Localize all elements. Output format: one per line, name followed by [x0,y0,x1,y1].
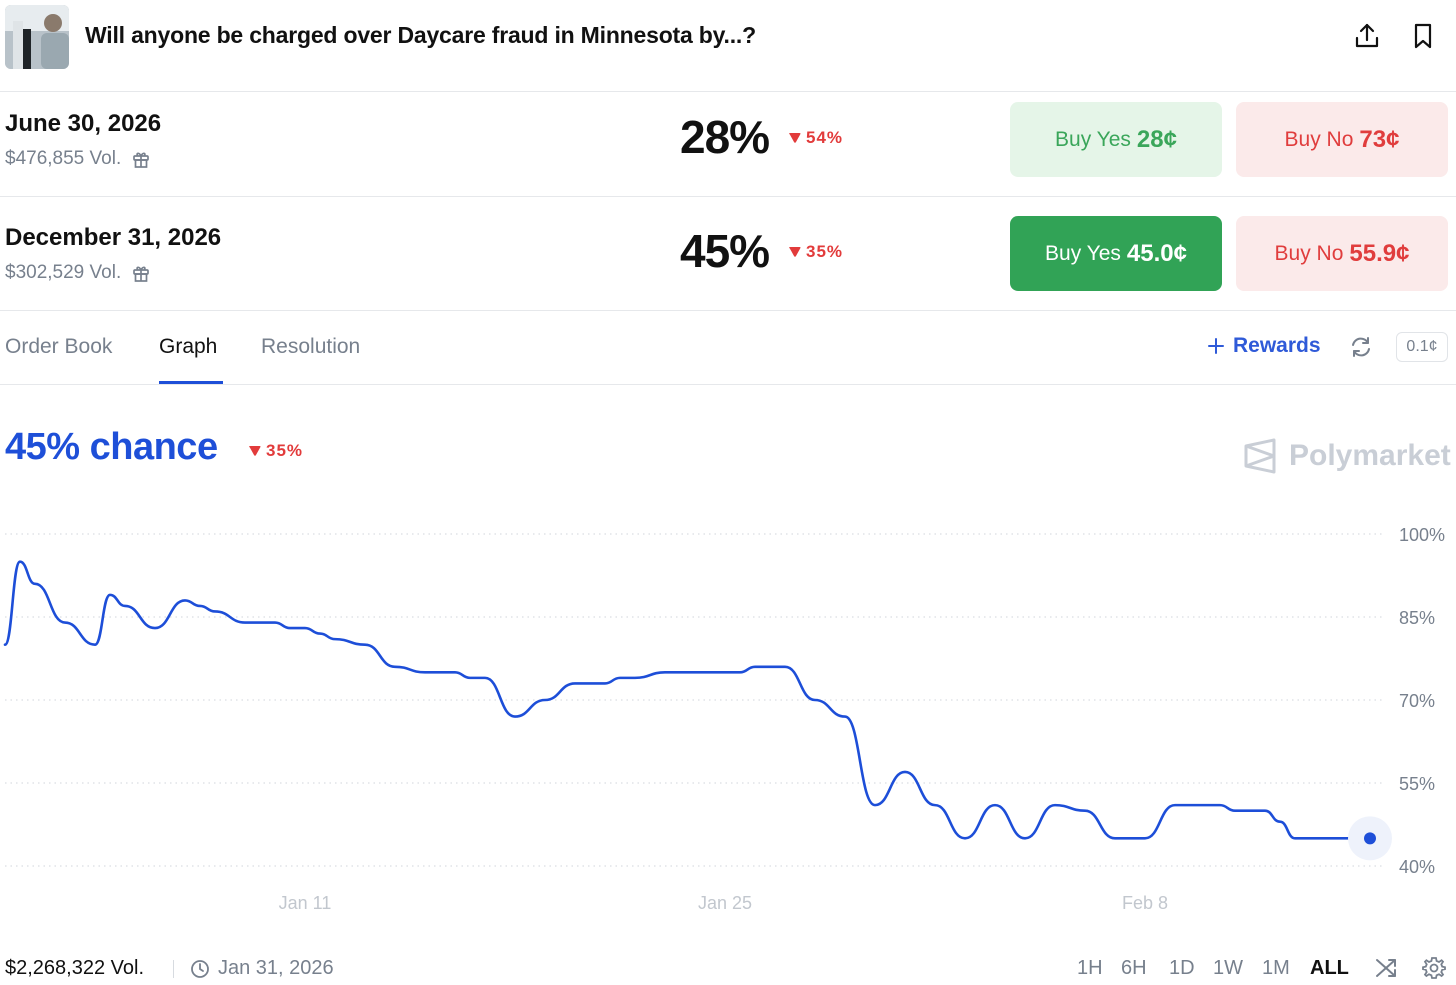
active-tab-indicator [159,381,223,384]
market-title: Will anyone be charged over Daycare frau… [85,22,756,48]
y-tick-label: 85% [1399,608,1435,628]
buy-no-price: 73¢ [1359,125,1400,153]
chart-footer: $2,268,322 Vol. Jan 31, 2026 1H 6H 1D 1W… [0,945,1456,985]
market-volume-text: $302,529 Vol. [5,262,122,283]
buy-no-price: 55.9¢ [1349,239,1410,267]
price-chart[interactable]: 100% 85% 70% 55% 40% Jan 11 Jan 25 Feb 8 [0,505,1456,930]
range-1w[interactable]: 1W [1213,957,1243,979]
market-change: 54% [788,128,843,148]
series-line [3,560,1372,840]
buy-no-button[interactable]: Buy No 73¢ [1236,102,1448,177]
market-percent: 28% [680,111,770,163]
range-6h[interactable]: 6H [1121,957,1147,979]
market-change-text: 54% [806,128,844,147]
tab-order-book[interactable]: Order Book [5,335,113,358]
range-1d[interactable]: 1D [1169,957,1195,979]
tab-resolution[interactable]: Resolution [261,335,361,358]
chance-label: 45% chance [5,426,218,468]
market-volume: $476,855 Vol. [5,148,151,170]
range-1m[interactable]: 1M [1262,957,1290,979]
x-tick-label: Feb 8 [1122,893,1168,913]
rewards-label: Rewards [1233,334,1321,357]
tick-size-selector[interactable]: 0.1¢ [1396,332,1448,362]
market-volume: $302,529 Vol. [5,262,151,284]
chance-change-text: 35% [266,441,304,460]
y-tick-label: 55% [1399,774,1435,794]
end-date-text: Jan 31, 2026 [218,957,334,979]
x-tick-label: Jan 25 [698,893,752,913]
tab-graph[interactable]: Graph [159,335,218,358]
range-1h[interactable]: 1H [1077,957,1103,979]
footer-divider [173,960,174,978]
rewards-button[interactable]: Rewards [1207,334,1321,358]
down-arrow-icon [789,247,801,257]
tab-bar: Order Book Graph Resolution Rewards 0.1¢ [0,312,1456,385]
bookmark-icon[interactable] [1407,20,1439,52]
market-date: June 30, 2026 [5,110,162,137]
buy-no-label: Buy No [1284,127,1354,151]
buy-yes-price: 28¢ [1136,125,1177,153]
buy-yes-price: 45.0¢ [1126,239,1187,267]
market-change: 35% [788,242,843,262]
down-arrow-icon [249,446,261,456]
y-tick-label: 70% [1399,691,1435,711]
market-header: Will anyone be charged over Daycare frau… [0,0,1456,92]
chance-change: 35% [248,441,303,461]
market-row-june[interactable]: June 30, 2026 $476,855 Vol. 28% 54% Buy … [0,92,1456,197]
y-tick-label: 40% [1399,857,1435,877]
buy-no-label: Buy No [1274,241,1344,265]
market-change-text: 35% [806,242,844,261]
buy-no-button[interactable]: Buy No 55.9¢ [1236,216,1448,291]
end-date: Jan 31, 2026 [190,957,334,980]
brand-name: Polymarket [1289,439,1451,472]
market-percent: 45% [680,225,770,277]
buy-yes-button[interactable]: Buy Yes 45.0¢ [1010,216,1222,291]
share-icon[interactable] [1351,20,1383,52]
market-date: December 31, 2026 [5,224,222,251]
market-thumbnail[interactable] [5,5,69,69]
buy-yes-label: Buy Yes [1055,127,1131,151]
total-volume: $2,268,322 Vol. [5,957,145,979]
shuffle-icon[interactable] [1374,955,1400,981]
buy-yes-label: Buy Yes [1045,241,1121,265]
y-tick-label: 100% [1399,525,1445,545]
market-row-december[interactable]: December 31, 2026 $302,529 Vol. 45% 35% … [0,206,1456,311]
x-tick-label: Jan 11 [279,893,332,913]
clock-icon [191,959,209,978]
current-point [1364,832,1376,845]
polymarket-logo-icon [1244,438,1276,474]
polymarket-watermark: Polymarket [1243,438,1451,474]
gift-icon [133,266,150,282]
refresh-icon[interactable] [1348,334,1374,360]
buy-yes-button[interactable]: Buy Yes 28¢ [1010,102,1222,177]
settings-gear-icon[interactable] [1421,955,1447,981]
range-all[interactable]: ALL [1310,957,1349,979]
plus-icon [1208,338,1224,354]
market-volume-text: $476,855 Vol. [5,148,122,169]
down-arrow-icon [789,133,801,143]
gift-icon [133,152,150,168]
